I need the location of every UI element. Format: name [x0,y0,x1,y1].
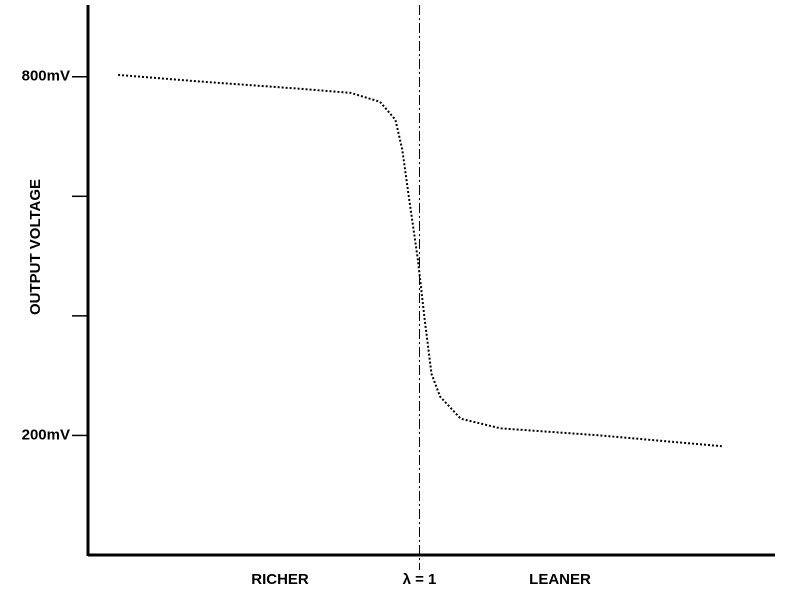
reference-label: λ = 1 [403,571,437,588]
y-tick-label: 200mV [22,426,70,443]
x-side-label: LEANER [529,571,591,588]
y-axis-label: OUTPUT VOLTAGE [27,179,44,315]
x-side-label: RICHER [251,571,309,588]
y-tick-label: 800mV [22,68,70,85]
